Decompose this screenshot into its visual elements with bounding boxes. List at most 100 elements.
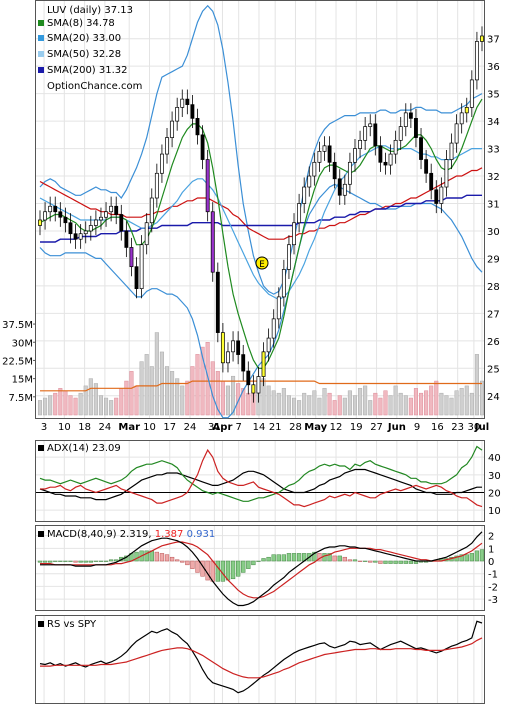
volume-bar — [368, 400, 373, 416]
candle-body — [236, 340, 241, 355]
indicator-series — [36, 445, 485, 694]
macd-histogram-bar — [281, 554, 287, 562]
macd-histogram-bar — [266, 556, 271, 562]
macd-histogram-bar — [408, 560, 414, 564]
candle-body — [287, 244, 291, 270]
volume-bar — [119, 388, 124, 416]
macd-histogram-bar — [164, 554, 170, 562]
volume-bar — [479, 380, 485, 416]
macd-histogram-bar — [368, 560, 373, 563]
candle-body — [93, 219, 98, 226]
candle-body — [337, 178, 342, 196]
macd-histogram-bar — [383, 560, 388, 564]
volume-bar — [129, 371, 134, 416]
candle-body — [312, 161, 317, 177]
macd-histogram-bar — [373, 560, 378, 563]
candle-body — [271, 318, 276, 339]
candle-body — [246, 370, 251, 386]
price-tick-label: 34 — [487, 117, 500, 128]
candle-body — [459, 112, 464, 125]
candle-body — [302, 186, 307, 204]
date-tick-label: Apr — [213, 422, 233, 433]
date-tick-label: 18 — [78, 422, 91, 433]
grid-lines — [36, 1, 484, 703]
macd-histogram-bar — [68, 560, 73, 562]
legend-swatch-sma20 — [38, 35, 44, 41]
macd-histogram-bar — [312, 551, 317, 562]
macd-histogram-bar — [479, 549, 485, 562]
macd-histogram-bar — [180, 560, 185, 563]
candle-body — [292, 222, 296, 246]
volume-bar — [424, 390, 429, 416]
macd-histogram-bar — [195, 560, 200, 573]
volume-bar — [322, 388, 327, 416]
candle-body — [281, 269, 286, 298]
date-tick-label: 3 — [41, 422, 47, 433]
candle-body — [403, 112, 408, 127]
macd-histogram-bar — [454, 555, 459, 562]
volume-bar — [474, 354, 479, 416]
candle-body — [114, 205, 119, 215]
rs-title: RS vs SPY — [47, 619, 97, 630]
volume-bar — [139, 361, 144, 416]
bollinger-lower-line — [39, 183, 483, 419]
date-tick-label: 7 — [236, 422, 242, 433]
macd-histogram-bar — [388, 560, 393, 564]
axis-labels: 373635343332313029282726252437.5M30M22.5… — [2, 35, 501, 606]
candle-body — [368, 123, 373, 127]
candle-body — [327, 145, 332, 163]
date-tick-label: 24 — [184, 422, 197, 433]
volume-bar — [241, 388, 246, 416]
price-tick-label: 26 — [487, 337, 500, 348]
macd-histogram-bar — [464, 554, 469, 562]
macd-histogram-bar — [53, 560, 58, 562]
macd-histogram-bar — [271, 554, 276, 562]
volume-bar — [378, 397, 383, 416]
date-tick-label: 10 — [143, 422, 156, 433]
candle-body — [220, 332, 225, 364]
macd-tick-label: 2 — [488, 532, 494, 543]
volume-bar — [393, 385, 398, 416]
volume-bar — [271, 390, 276, 416]
candle-body — [480, 35, 484, 42]
macd-histogram-bar — [48, 560, 53, 563]
price-tick-label: 37 — [487, 35, 500, 46]
volume-bar — [93, 383, 98, 416]
adx-series-line — [40, 448, 483, 508]
macd-histogram-bar — [276, 554, 281, 562]
volume-bar — [459, 388, 464, 416]
macd-histogram-bar — [398, 560, 403, 564]
volume-bar — [363, 385, 368, 416]
macd-histogram-bar — [256, 560, 261, 562]
volume-bar — [48, 395, 53, 416]
candle-body — [78, 233, 83, 240]
legend-sma200: SMA(200) 31.32 — [47, 65, 128, 76]
chart-title: LUV (daily) 37.13 — [47, 5, 133, 16]
volume-bar — [220, 380, 225, 416]
candle-body — [88, 225, 93, 232]
candle-body — [378, 145, 383, 163]
macd-histogram-bar — [357, 560, 363, 562]
date-tick-label: 14 — [253, 422, 266, 433]
macd-line — [40, 531, 483, 607]
candle-body — [449, 142, 454, 160]
macd-histogram-bar — [73, 560, 78, 563]
candle-body — [109, 205, 114, 213]
adx-tick-label: 20 — [488, 488, 501, 499]
candle-body — [215, 271, 220, 333]
candle-body — [165, 137, 169, 155]
macd-histogram-bar — [474, 550, 480, 562]
candle-body — [226, 351, 230, 364]
date-tick-label: 23 — [451, 422, 464, 433]
candle-body — [444, 159, 449, 188]
volume-bar — [63, 390, 68, 416]
candle-body — [43, 211, 48, 221]
macd-tick-label: -3 — [488, 595, 498, 606]
volume-bar — [185, 380, 190, 416]
candle-body — [170, 120, 175, 138]
macd-histogram-bar — [393, 560, 398, 564]
macd-histogram-bar — [362, 560, 368, 562]
candle-body — [104, 211, 108, 218]
macd-histogram-bar — [37, 560, 43, 563]
